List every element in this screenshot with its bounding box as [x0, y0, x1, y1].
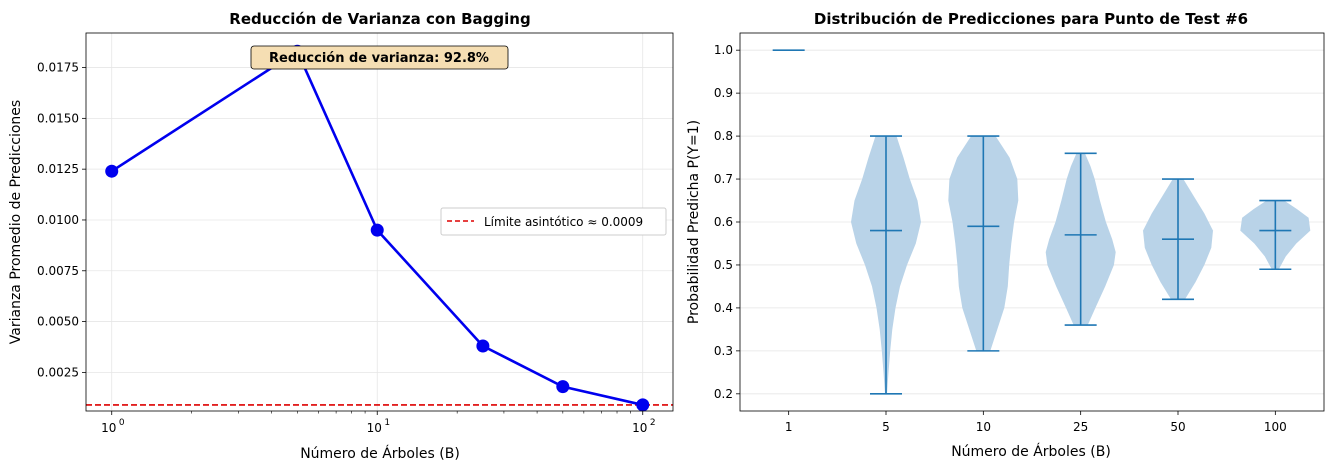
violin-chart: Distribución de Predicciones para Punto …	[686, 10, 1325, 460]
x-tick-label: 5	[882, 420, 890, 434]
x-tick-exponent: 1	[384, 418, 390, 428]
y-tick-label: 0.9	[714, 86, 733, 100]
x-tick-exponent: 2	[650, 418, 656, 428]
y-tick-label: 0.0075	[37, 264, 79, 278]
violin-chart-ylabel: Probabilidad Predicha P(Y=1)	[686, 120, 702, 324]
y-tick-label: 0.8	[714, 129, 733, 143]
x-tick-label: 10	[367, 421, 382, 435]
variance-chart-xlabel: Número de Árboles (B)	[300, 445, 460, 462]
violin-chart-xlabel: Número de Árboles (B)	[951, 443, 1111, 460]
violin-10	[948, 135, 1019, 352]
x-tick-exponent: 0	[119, 418, 125, 428]
y-tick-label: 0.0175	[37, 61, 79, 75]
variance-point	[370, 223, 384, 237]
variance-chart: Reducción de Varianza con Bagging 0.0025…	[8, 10, 674, 462]
variance-reduction-annotation: Reducción de varianza: 92.8%	[250, 45, 509, 70]
y-tick-label: 0.0025	[37, 365, 79, 379]
x-tick-label: 1	[785, 420, 793, 434]
legend-label: Límite asintótico ≈ 0.0009	[484, 215, 643, 229]
legend: Límite asintótico ≈ 0.0009	[440, 207, 667, 236]
y-tick-label: 0.0150	[37, 111, 79, 125]
y-tick-label: 0.3	[714, 344, 733, 358]
variance-plot-frame	[85, 32, 674, 412]
y-tick-label: 0.0050	[37, 315, 79, 329]
x-tick-label: 10	[101, 421, 116, 435]
y-tick-label: 0.5	[714, 258, 733, 272]
variance-chart-title: Reducción de Varianza con Bagging	[229, 10, 530, 28]
y-tick-label: 0.4	[714, 301, 733, 315]
x-tick-label: 25	[1073, 420, 1088, 434]
variance-point	[105, 164, 119, 178]
variance-line	[110, 49, 643, 407]
variance-point	[476, 339, 490, 353]
y-tick-label: 0.0100	[37, 213, 79, 227]
violin-chart-title: Distribución de Predicciones para Punto …	[814, 10, 1248, 28]
y-tick-label: 0.0125	[37, 162, 79, 176]
y-tick-label: 0.2	[714, 387, 733, 401]
y-tick-label: 0.7	[714, 172, 733, 186]
x-tick-label: 100	[1264, 420, 1287, 434]
violin-50	[1143, 178, 1213, 301]
y-tick-label: 0.6	[714, 215, 733, 229]
violin-25	[1045, 152, 1116, 326]
annotation-box	[250, 45, 509, 70]
x-tick-label: 50	[1170, 420, 1185, 434]
violin-5	[851, 135, 921, 395]
x-tick-label: 10	[632, 421, 647, 435]
legend-box	[440, 207, 667, 236]
variance-point	[636, 398, 650, 412]
variance-point	[556, 380, 570, 394]
violin-100	[1240, 199, 1311, 271]
y-tick-label: 1.0	[714, 43, 733, 57]
annotation-text: Reducción de varianza: 92.8%	[269, 51, 489, 66]
x-tick-label: 10	[976, 420, 991, 434]
variance-chart-ylabel: Varianza Promedio de Predicciones	[8, 100, 24, 344]
